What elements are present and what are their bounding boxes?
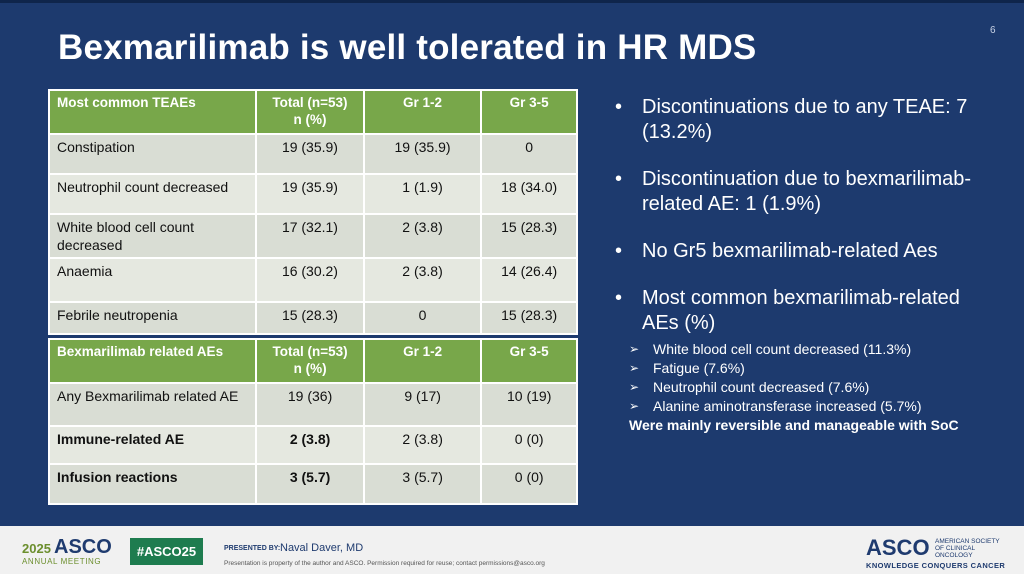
bullet-item: • Discontinuation due to bexmarilimab-rel… — [615, 167, 995, 217]
bullet-list: • Discontinuations due to any TEAE: 7 (13… — [615, 95, 995, 434]
bullet-item: • Most common bexmarilimab-related AEs (%… — [615, 286, 995, 336]
column-header: Gr 3-5 — [480, 89, 578, 135]
table-row: Any Bexmarilimab related AE 19 (36) 9 (1… — [47, 382, 578, 427]
table-header-row: Bexmarilimab related AEs Total (n=53) n … — [47, 338, 578, 384]
ae-total: 19 (35.9) — [255, 133, 365, 175]
ae-name: Constipation — [47, 133, 258, 175]
arrow-bullet-icon: ➢ — [629, 361, 640, 375]
ae-gr35: 0 — [480, 133, 578, 175]
slide-number: 6 — [990, 25, 996, 36]
asco-logo: ASCO — [54, 536, 112, 558]
bullet-text: Most common bexmarilimab-related AEs (%) — [642, 287, 960, 334]
ae-gr12: 2 (3.8) — [362, 213, 483, 259]
table-row: Infusion reactions 3 (5.7) 3 (5.7) 0 (0) — [47, 463, 578, 505]
ae-gr12: 9 (17) — [362, 382, 483, 427]
slide: Bexmarilimab is well tolerated in HR MDS… — [0, 0, 1024, 505]
society-name: AMERICAN SOCIETY OF CLINICAL ONCOLOGY — [935, 538, 1000, 559]
header-total: Total (n=53) n (%) — [272, 344, 348, 376]
ae-gr35: 14 (26.4) — [480, 257, 578, 303]
presented-by-label: PRESENTED BY: — [224, 545, 281, 552]
slide-title: Bexmarilimab is well tolerated in HR MDS — [58, 28, 757, 67]
table-row: Febrile neutropenia 15 (28.3) 0 15 (28.3… — [47, 301, 578, 335]
ae-total: 19 (35.9) — [255, 173, 365, 215]
ae-gr35: 18 (34.0) — [480, 173, 578, 215]
column-header: Most common TEAEs — [47, 89, 258, 135]
sub-bullet-text: Fatigue (7.6%) — [653, 360, 745, 376]
header-total: Total (n=53) n (%) — [272, 95, 348, 127]
column-header: Total (n=53) n (%) — [255, 89, 365, 135]
ae-gr35: 10 (19) — [480, 382, 578, 427]
ae-gr12: 19 (35.9) — [362, 133, 483, 175]
ae-gr12: 2 (3.8) — [362, 425, 483, 465]
ae-gr12: 0 — [362, 301, 483, 335]
column-header: Bexmarilimab related AEs — [47, 338, 258, 384]
table-row: White blood cell count decreased 17 (32.… — [47, 213, 578, 259]
sub-bullet-item: ➢ Alanine aminotransferase increased (5.7… — [615, 397, 995, 416]
presenter-name: Naval Daver, MD — [280, 542, 364, 554]
table-row: Anaemia 16 (30.2) 2 (3.8) 14 (26.4) — [47, 257, 578, 303]
table-row: Constipation 19 (35.9) 19 (35.9) 0 — [47, 133, 578, 175]
bullet-text: Discontinuation due to bexmarilimab-rela… — [642, 168, 972, 215]
sub-bullet-text: Alanine aminotransferase increased (5.7%… — [653, 398, 922, 414]
meeting-year: 2025 — [22, 541, 51, 556]
arrow-bullet-icon: ➢ — [629, 342, 640, 356]
ae-name: White blood cell count decreased — [47, 213, 258, 259]
sub-bullet-item: ➢ White blood cell count decreased (11.3%… — [615, 340, 995, 359]
bullet-dot-icon: • — [615, 287, 623, 309]
arrow-bullet-icon: ➢ — [629, 380, 640, 394]
copyright-note: Presentation is property of the author a… — [224, 560, 545, 567]
ae-gr12: 1 (1.9) — [362, 173, 483, 215]
ae-gr35: 15 (28.3) — [480, 301, 578, 335]
column-header: Total (n=53) n (%) — [255, 338, 365, 384]
bullet-text: No Gr5 bexmarilimab-related Aes — [642, 240, 938, 262]
bullet-dot-icon: • — [615, 168, 623, 190]
ae-total: 3 (5.7) — [255, 463, 365, 505]
ae-total: 15 (28.3) — [255, 301, 365, 335]
ae-name: Anaemia — [47, 257, 258, 303]
sub-bullet-item: ➢ Fatigue (7.6%) — [615, 359, 995, 378]
ae-name: Any Bexmarilimab related AE — [47, 382, 258, 427]
column-header: Gr 1-2 — [362, 89, 483, 135]
annual-meeting-label: ANNUAL MEETING — [22, 557, 102, 566]
top-border — [0, 0, 1024, 3]
ae-gr35: 0 (0) — [480, 425, 578, 465]
hashtag-badge: #ASCO25 — [130, 538, 203, 565]
ae-total: 17 (32.1) — [255, 213, 365, 259]
teae-table: Most common TEAEs Total (n=53) n (%) Gr … — [47, 89, 578, 335]
ae-total: 16 (30.2) — [255, 257, 365, 303]
sub-bullet-text: White blood cell count decreased (11.3%) — [653, 341, 912, 357]
sub-bullet-item: ➢ Neutrophil count decreased (7.6%) — [615, 378, 995, 397]
ae-gr12: 3 (5.7) — [362, 463, 483, 505]
related-ae-table: Bexmarilimab related AEs Total (n=53) n … — [47, 338, 578, 505]
asco-society-logo: ASCO — [866, 535, 930, 560]
ae-gr35: 15 (28.3) — [480, 213, 578, 259]
sub-bullet-text: Neutrophil count decreased (7.6%) — [653, 379, 870, 395]
bullet-text: Discontinuations due to any TEAE: 7 (13.… — [642, 96, 968, 143]
ae-name: Immune-related AE — [47, 425, 258, 465]
arrow-bullet-icon: ➢ — [629, 399, 640, 413]
ae-name: Infusion reactions — [47, 463, 258, 505]
sub-bullet-list: ➢ White blood cell count decreased (11.3%… — [615, 340, 995, 434]
table-row: Immune-related AE 2 (3.8) 2 (3.8) 0 (0) — [47, 425, 578, 465]
table-row: Neutrophil count decreased 19 (35.9) 1 (… — [47, 173, 578, 215]
bullet-dot-icon: • — [615, 96, 623, 118]
bullet-dot-icon: • — [615, 240, 623, 262]
bullet-item: • Discontinuations due to any TEAE: 7 (13… — [615, 95, 995, 145]
ae-name: Febrile neutropenia — [47, 301, 258, 335]
ae-gr35: 0 (0) — [480, 463, 578, 505]
ae-gr12: 2 (3.8) — [362, 257, 483, 303]
table-header-row: Most common TEAEs Total (n=53) n (%) Gr … — [47, 89, 578, 135]
bullet-item: • No Gr5 bexmarilimab-related Aes — [615, 239, 995, 264]
ae-name: Neutrophil count decreased — [47, 173, 258, 215]
ae-total: 19 (36) — [255, 382, 365, 427]
ae-total: 2 (3.8) — [255, 425, 365, 465]
column-header: Gr 1-2 — [362, 338, 483, 384]
society-tagline: KNOWLEDGE CONQUERS CANCER — [866, 561, 1006, 570]
summary-note: Were mainly reversible and manageable wi… — [629, 417, 959, 433]
column-header: Gr 3-5 — [480, 338, 578, 384]
